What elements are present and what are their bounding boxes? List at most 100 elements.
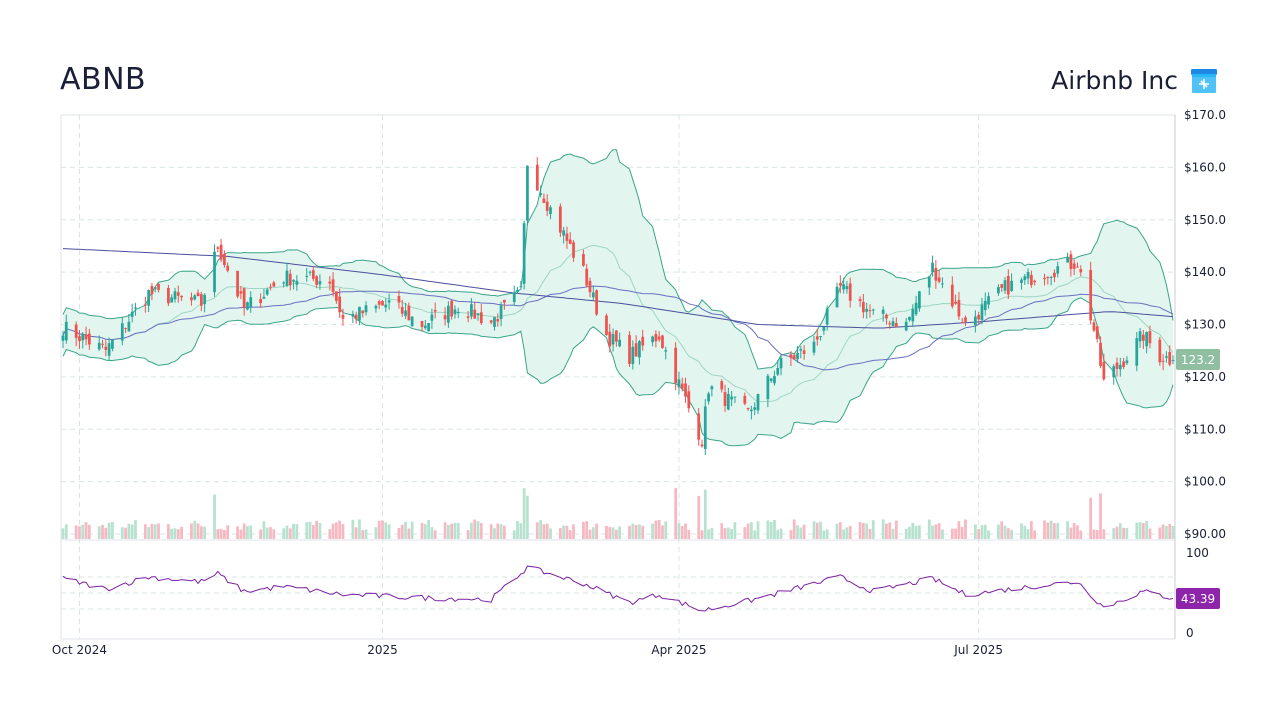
candle-body (868, 310, 872, 312)
candle-body (489, 320, 493, 323)
candle-body (792, 355, 796, 360)
candle-body (565, 233, 569, 241)
candle-body (1145, 332, 1149, 347)
volume-bars (61, 488, 1175, 539)
candle-body (960, 322, 964, 324)
candle-body (753, 407, 757, 410)
candle-body (730, 396, 734, 400)
volume-bar (120, 527, 124, 539)
candle-body (822, 327, 826, 331)
volume-bar (1141, 522, 1145, 539)
candle-body (147, 289, 151, 306)
company-name: Airbnb Inc (1051, 66, 1178, 95)
candle-body (269, 286, 272, 288)
volume-bar (127, 523, 131, 539)
volume-bar (213, 494, 216, 539)
volume-bar (957, 521, 961, 539)
candle-body (381, 300, 384, 306)
candle-body (1158, 339, 1162, 363)
candle-body (1069, 254, 1073, 269)
candle-body (502, 299, 506, 303)
candle-body (213, 251, 216, 293)
volume-bar (1135, 522, 1139, 539)
candle-body (219, 244, 223, 260)
volume-bar (364, 529, 368, 539)
candle-body (766, 375, 770, 400)
volume-bar (558, 527, 562, 539)
price-tick-label: $120.0 (1184, 370, 1226, 384)
candle-body (634, 343, 638, 357)
candle-body (651, 336, 654, 343)
candle-body (157, 283, 160, 290)
volume-bar (1003, 525, 1007, 539)
volume-bar (107, 522, 111, 539)
volume-bar (638, 524, 641, 539)
volume-bar (743, 527, 747, 539)
volume-bar (292, 523, 295, 539)
candle-body (384, 304, 388, 308)
volume-bar (746, 523, 750, 539)
volume-bar (1072, 523, 1076, 539)
volume-bar (654, 520, 658, 539)
volume-bar (282, 528, 286, 539)
candle-body (638, 341, 641, 358)
volume-bar (150, 523, 154, 539)
candle-body (292, 280, 295, 282)
volume-bar (341, 524, 345, 539)
candle-body (746, 407, 750, 410)
volume-bar (697, 495, 701, 539)
volume-bar (315, 520, 318, 539)
candle-body (904, 321, 908, 331)
volume-bar (61, 528, 65, 539)
volume-bar (246, 526, 249, 539)
candle-body (262, 296, 266, 299)
candle-body (657, 336, 661, 340)
candle-body (628, 335, 631, 364)
volume-bar (242, 523, 246, 539)
candle-body (973, 316, 977, 326)
volume-bar (64, 524, 68, 539)
candle-body (153, 287, 157, 289)
candle-body (750, 409, 753, 412)
volume-bar (756, 521, 760, 539)
axes: $170.0 $160.0 $150.0 $140.0 $130.0 $120.0 $110… (52, 108, 1226, 657)
candle-body (611, 334, 615, 345)
volume-bar (295, 524, 299, 539)
candle-body (680, 383, 684, 389)
candle-body (423, 325, 427, 329)
volume-bar (628, 525, 631, 539)
volume-bar (1049, 520, 1053, 539)
volume-bar (769, 521, 773, 539)
candle-body (78, 336, 81, 342)
volume-bar (657, 520, 661, 539)
volume-bar (1026, 529, 1030, 539)
candle-body (246, 302, 249, 310)
candle-body (1125, 360, 1129, 364)
volume-bar (262, 521, 266, 539)
volume-bar (680, 526, 684, 539)
candle-body (812, 341, 816, 353)
candle-body (387, 300, 391, 303)
candle-body (1033, 280, 1037, 283)
candle-body (674, 347, 678, 384)
candle-body (285, 270, 289, 286)
volume-bar (815, 522, 819, 539)
candle-body (819, 336, 822, 338)
candle-body (120, 323, 124, 341)
volume-bar (1171, 526, 1175, 539)
candle-body (726, 394, 730, 410)
volume-bar (111, 521, 114, 539)
candle-body (1095, 326, 1099, 339)
volume-bar (1145, 520, 1149, 539)
volume-bar (535, 522, 539, 539)
candle-body (259, 299, 263, 304)
volume-bar (605, 525, 608, 539)
candle-body (799, 349, 803, 351)
volume-bar (585, 521, 589, 539)
candle-body (1112, 366, 1116, 378)
volume-bar (74, 525, 78, 539)
volume-bar (710, 527, 714, 539)
volume-bar (980, 525, 984, 539)
volume-bar (973, 524, 977, 539)
volume-bar (1010, 529, 1013, 539)
